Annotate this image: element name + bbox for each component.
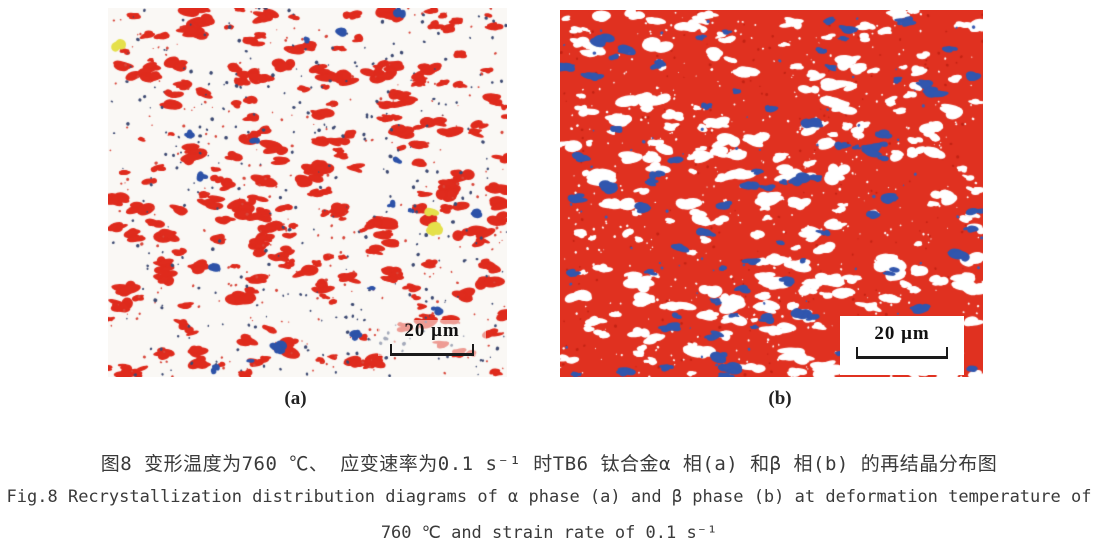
panel-label-a: (a) — [284, 388, 307, 409]
panel-label-b: (b) — [768, 388, 792, 409]
scale-bar-a-label: 20 μm — [404, 320, 460, 341]
scale-bar-a-bracket — [390, 344, 474, 356]
scale-bar-a: 20 μm — [378, 320, 486, 356]
micrograph-panel-a — [108, 8, 507, 377]
caption-chinese: 图8 变形温度为760 ℃、 应变速率为0.1 s⁻¹ 时TB6 钛合金α 相(… — [100, 453, 998, 475]
scale-bar-b: 20 μm — [840, 316, 964, 375]
scale-bar-b-label: 20 μm — [874, 323, 930, 344]
micrograph-panel-b — [560, 10, 983, 377]
caption-english-line1: Fig.8 Recrystallization distribution dia… — [6, 487, 1092, 507]
scale-bar-b-bracket — [856, 347, 948, 359]
caption-english-line2: 760 ℃ and strain rate of 0.1 s⁻¹ — [380, 523, 718, 538]
